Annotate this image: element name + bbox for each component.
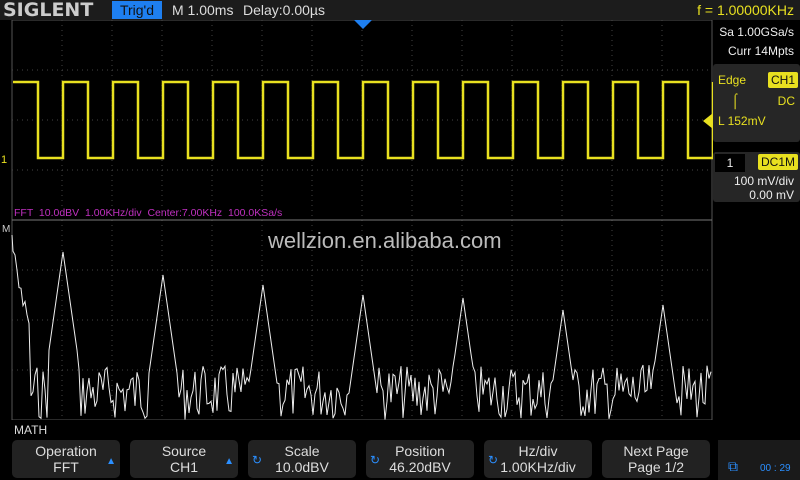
button-value: Page 1/2 [627, 459, 685, 475]
trigger-panel[interactable]: Edge CH1 ⌠ DC L 152mV [713, 64, 800, 142]
up-arrow-icon: ▲ [224, 456, 234, 467]
waveform-display: 1M [1, 20, 713, 420]
button-label: Position [395, 443, 445, 459]
source-button[interactable]: Source CH1 ▲ [130, 440, 238, 478]
button-value: 1.00KHz/div [500, 459, 576, 475]
channel-coupling: DC1M [757, 154, 798, 170]
top-bar: SIGLENT Trig'd M 1.00ms Delay:0.00µs f =… [0, 0, 800, 20]
network-icon: ⧉ [728, 458, 738, 474]
knob-icon: ↻ [370, 453, 381, 467]
hz-div-button[interactable]: ↻ Hz/div 1.00KHz/div [484, 440, 592, 478]
channel-number: 1 [715, 154, 745, 172]
scale-button[interactable]: ↻ Scale 10.0dBV [248, 440, 356, 478]
position-button[interactable]: ↻ Position 46.20dBV [366, 440, 474, 478]
button-label: Source [161, 443, 207, 459]
memory-depth: Curr 14Mpts [727, 44, 794, 58]
trigger-source: CH1 [767, 72, 798, 88]
sample-rate: Sa 1.00GSa/s [719, 25, 794, 39]
button-label: Next Page [623, 443, 689, 459]
status-area: ⧉ 00 : 29 [718, 440, 800, 480]
button-label: Operation [35, 443, 97, 459]
timebase[interactable]: M 1.00ms [172, 2, 234, 18]
fft-info: FFT 10.0dBV 1.00KHz/div Center:7.00KHz 1… [14, 207, 283, 219]
knob-icon: ↻ [488, 453, 499, 467]
rising-edge-icon: ⌠ [731, 92, 740, 108]
next-page-button[interactable]: Next Page Page 1/2 [602, 440, 710, 478]
button-value: CH1 [169, 459, 198, 475]
button-value: 10.0dBV [275, 459, 329, 475]
button-label: Hz/div [518, 443, 558, 459]
channel1-panel[interactable]: 1 DC1M 100 mV/div 0.00 mV [713, 152, 800, 202]
trigger-coupling: DC [777, 94, 795, 108]
channel1-marker: 1 [1, 154, 7, 166]
watermark: wellzion.en.alibaba.com [268, 228, 502, 253]
channel-offset: 0.00 mV [749, 188, 794, 202]
frequency-readout: f = 1.00000KHz [697, 2, 794, 18]
delay[interactable]: Delay:0.00µs [243, 2, 325, 18]
brand-logo: SIGLENT [3, 0, 94, 21]
trigger-level-marker[interactable] [703, 113, 713, 129]
button-value: FFT [53, 459, 79, 475]
fft-trace [11, 234, 712, 420]
channel-scale: 100 mV/div [733, 174, 794, 188]
button-value: 46.20dBV [389, 459, 451, 475]
up-arrow-icon: ▲ [106, 456, 116, 467]
math-marker: M [2, 224, 10, 235]
menu-title: MATH [14, 423, 48, 437]
trigger-level: L 152mV [718, 114, 766, 128]
trigger-type: Edge [718, 73, 747, 87]
channel1-trace [13, 80, 713, 160]
button-label: Scale [284, 443, 320, 459]
trigger-position-marker [354, 20, 372, 29]
operation-button[interactable]: Operation FFT ▲ [12, 440, 120, 478]
knob-icon: ↻ [252, 453, 263, 467]
trigger-status: Trig'd [112, 1, 162, 19]
acquisition-panel: Sa 1.00GSa/s Curr 14Mpts [713, 20, 800, 70]
clock: 00 : 29 [760, 463, 791, 474]
